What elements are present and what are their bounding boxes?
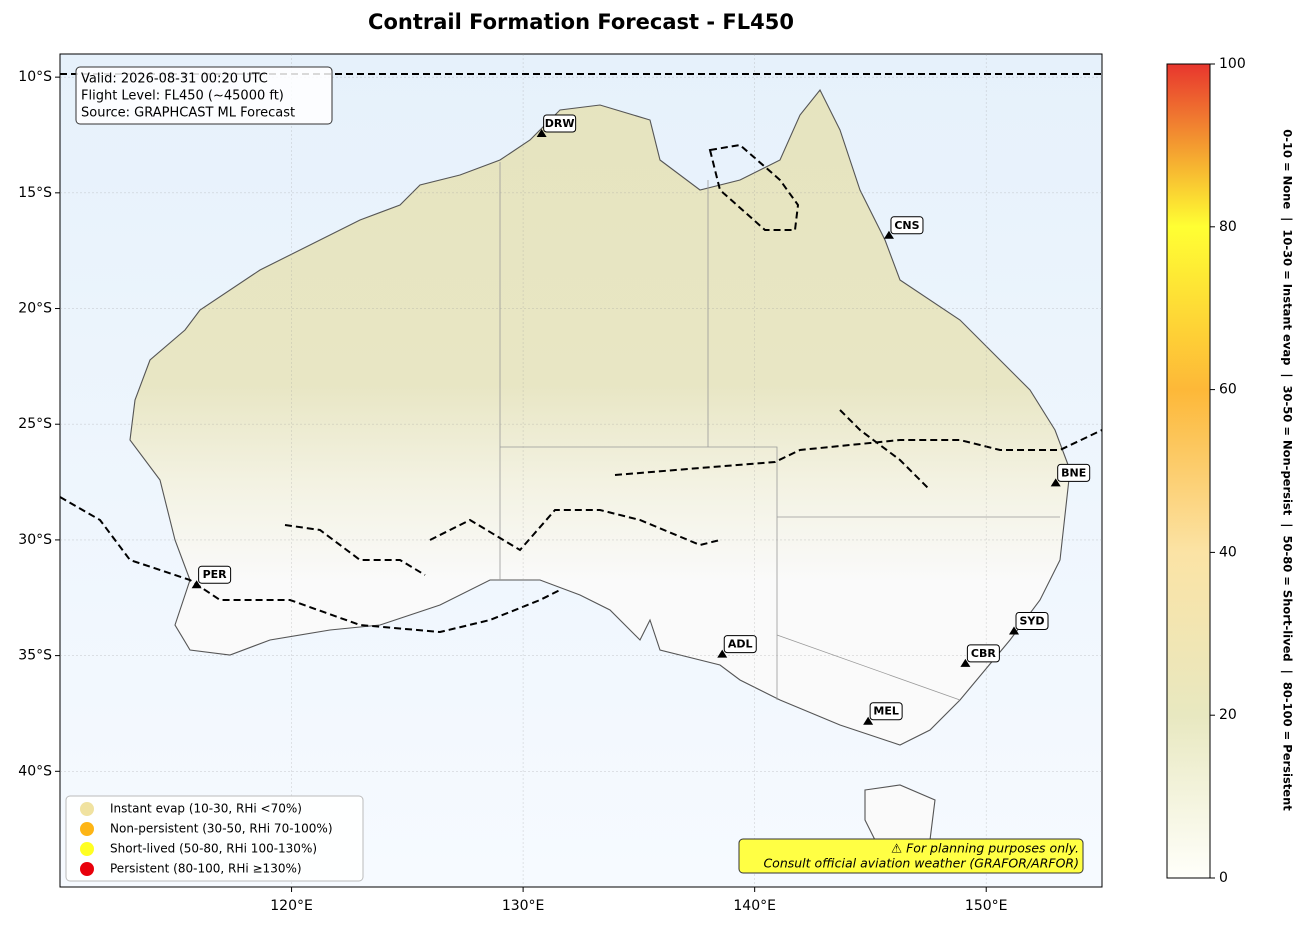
city-label: MEL: [873, 705, 898, 718]
y-tick-label: 15°S: [18, 185, 52, 201]
info-box: Valid: 2026-08-31 00:20 UTC Flight Level…: [75, 66, 333, 125]
warning-line: ⚠ For planning purposes only.: [891, 841, 1079, 856]
city-label-box: [723, 635, 757, 654]
city-label-box: [1015, 611, 1049, 630]
legend-swatch: [80, 842, 94, 856]
colorbar-tick-label: 0: [1219, 870, 1228, 886]
city-label-box: [869, 702, 903, 721]
legend-label: Non-persistent (30-50, RHi 70-100%): [110, 822, 333, 836]
info-line: Valid: 2026-08-31 00:20 UTC: [81, 72, 268, 87]
city-label: SYD: [1019, 614, 1044, 627]
y-tick-label: 30°S: [18, 532, 52, 548]
city-label: BNE: [1061, 466, 1086, 479]
colorbar-tick-label: 100: [1219, 56, 1246, 72]
city-marker: [960, 658, 971, 667]
city-label: CBR: [971, 647, 996, 660]
map: [60, 54, 1102, 887]
city-label-box: [198, 565, 232, 584]
colorbar: 0 20 40 60 80 100: [1166, 56, 1246, 886]
warning: ⚠ For planning purposes only. Consult of…: [738, 838, 1084, 874]
y-tick-label: 25°S: [18, 416, 52, 432]
title: Contrail Formation Forecast - FL450: [368, 10, 794, 34]
colorbar-tick-label: 20: [1219, 707, 1237, 723]
legend-label: Instant evap (10-30, RHi <70%): [110, 802, 302, 816]
y-tick-label: 10°S: [18, 69, 52, 85]
warning-frame: [738, 838, 1084, 874]
legend-label: Short-lived (50-80, RHi 100-130%): [110, 842, 317, 856]
city-label-box: [543, 114, 577, 133]
city-marker: [863, 716, 874, 725]
colorbar-tick-label: 60: [1219, 382, 1237, 398]
y-tick-label: 35°S: [18, 648, 52, 664]
city-label-box: [890, 216, 924, 235]
city-marker: [717, 649, 728, 658]
legend-frame: [65, 795, 364, 882]
legend-swatch: [80, 802, 94, 816]
x-tick-label: 120°E: [270, 898, 313, 914]
state-borders: [499, 162, 1060, 701]
x-tick-label: 140°E: [733, 898, 776, 914]
colorbar-tick-label: 40: [1219, 544, 1237, 560]
info-line: Flight Level: FL450 (~45000 ft): [81, 89, 284, 104]
y-tick-label: 40°S: [18, 763, 52, 779]
colorbar-bar: [1166, 63, 1211, 879]
warning-line: Consult official aviation weather (GRAFO…: [763, 856, 1079, 871]
map-frame: [59, 53, 1103, 888]
x-tick-label: 150°E: [965, 898, 1008, 914]
city-marker: [883, 230, 894, 239]
contours: [60, 73, 1102, 634]
colorbar-tick-label: 80: [1219, 219, 1237, 235]
city-label: ADL: [728, 638, 753, 651]
city-label: DRW: [545, 117, 575, 130]
city-marker: [1050, 478, 1061, 487]
colorbar-label: 0-10 = None | 10-30 = Instant evap | 30-…: [1281, 129, 1295, 811]
city-marker: [536, 128, 547, 137]
mainland: [129, 88, 1071, 746]
city-label: CNS: [894, 219, 919, 232]
city-marker: [191, 580, 202, 589]
city-label: PER: [203, 568, 228, 581]
y-tick-label: 20°S: [18, 301, 52, 317]
city-label-box: [1057, 463, 1091, 482]
legend-swatch: [80, 862, 94, 876]
city-marker: [1009, 626, 1020, 635]
city-label-box: [966, 644, 1000, 663]
info-line: Source: GRAPHCAST ML Forecast: [81, 106, 295, 121]
x-tick-label: 130°E: [502, 898, 545, 914]
legend-label: Persistent (80-100, RHi ≥130%): [110, 862, 302, 876]
legend-swatch: [80, 822, 94, 836]
legend: Instant evap (10-30, RHi <70%) Non-persis…: [65, 795, 364, 882]
info-box-frame: [75, 66, 333, 125]
